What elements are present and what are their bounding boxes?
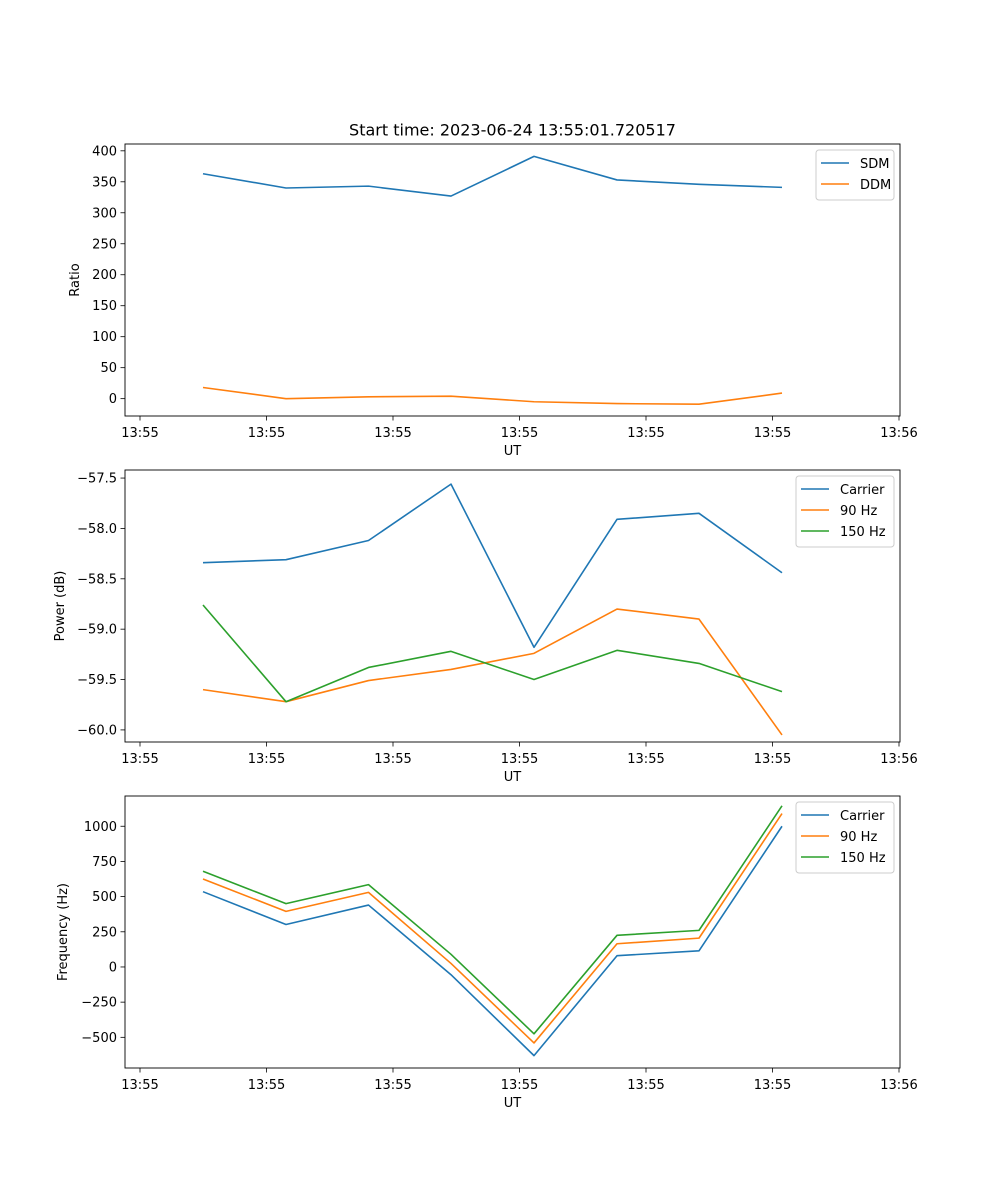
- x-tick-label: 13:55: [627, 426, 664, 441]
- x-tick-label: 13:55: [501, 1078, 538, 1093]
- series-line-carrier: [202, 825, 783, 1057]
- y-tick-label: 100: [92, 330, 117, 345]
- plot-frame: [124, 795, 901, 1069]
- y-tick-label: 500: [92, 890, 117, 905]
- y-tick-label: −250: [81, 996, 117, 1011]
- x-tick-label: 13:55: [754, 1078, 791, 1093]
- chart-panels: 0 50 100 150 200 250 300 350 400 13:55 13:55 13:55 1…: [53, 143, 918, 1111]
- y-axis-label: Frequency (Hz): [56, 883, 71, 981]
- series-line-carrier: [202, 483, 783, 649]
- series-line-sdm: [202, 155, 783, 197]
- y-tick-label: −58.5: [77, 572, 117, 587]
- y-tick-label: 250: [92, 237, 117, 252]
- x-tick-label: 13:56: [880, 1078, 917, 1093]
- y-tick-label: 150: [92, 299, 117, 314]
- y-tick-label: −59.0: [77, 623, 117, 638]
- legend-label: DDM: [860, 178, 891, 193]
- x-tick-label: 13:55: [501, 752, 538, 767]
- y-tick-label: 0: [109, 960, 117, 975]
- series-line-150-hz: [202, 805, 783, 1035]
- x-tick-label: 13:56: [880, 752, 917, 767]
- legend-label: Carrier: [840, 809, 885, 824]
- x-axis-label: UT: [504, 1096, 522, 1111]
- legend-label: 90 Hz: [840, 830, 877, 845]
- y-tick-label: −58.0: [77, 522, 117, 537]
- x-axis-label: UT: [504, 444, 522, 459]
- x-tick-label: 13:56: [880, 426, 917, 441]
- y-tick-label: 400: [92, 144, 117, 159]
- y-axis-label: Power (dB): [53, 571, 68, 642]
- y-tick-label: −59.5: [77, 673, 117, 688]
- x-tick-label: 13:55: [248, 752, 285, 767]
- x-tick-label: 13:55: [501, 426, 538, 441]
- legend-label: 90 Hz: [840, 504, 877, 519]
- figure-title: Start time: 2023-06-24 13:55:01.720517: [349, 121, 676, 140]
- x-tick-label: 13:55: [754, 426, 791, 441]
- x-tick-label: 13:55: [121, 752, 158, 767]
- y-axis-label: Ratio: [68, 263, 83, 296]
- series-line-ddm: [202, 386, 783, 406]
- legend-label: 150 Hz: [840, 851, 886, 866]
- legend-box: [795, 801, 895, 874]
- x-tick-label: 13:55: [627, 752, 664, 767]
- series-line-90-hz: [202, 608, 783, 736]
- y-tick-label: −57.5: [77, 472, 117, 487]
- legend-box: [795, 475, 895, 548]
- plot-frame: [124, 143, 901, 417]
- x-tick-label: 13:55: [754, 752, 791, 767]
- legend-label: SDM: [860, 157, 889, 172]
- series-line-90-hz: [202, 813, 783, 1044]
- y-tick-label: 750: [92, 855, 117, 870]
- x-tick-label: 13:55: [248, 426, 285, 441]
- x-tick-label: 13:55: [121, 1078, 158, 1093]
- x-tick-label: 13:55: [374, 426, 411, 441]
- plot-frame: [124, 469, 901, 743]
- y-tick-label: −500: [81, 1031, 117, 1046]
- x-tick-label: 13:55: [248, 1078, 285, 1093]
- y-tick-label: 50: [100, 361, 117, 376]
- y-tick-label: −60.0: [77, 723, 117, 738]
- y-tick-label: 0: [109, 392, 117, 407]
- y-tick-label: 250: [92, 925, 117, 940]
- x-tick-label: 13:55: [374, 752, 411, 767]
- series-line-150-hz: [202, 604, 783, 703]
- panel-2: −60.0 −59.5 −59.0 −58.5 −58.0 −57.5 13:55 13:55…: [53, 469, 918, 785]
- panel-1: 0 50 100 150 200 250 300 350 400 13:55 13:55 13:55 1…: [68, 143, 918, 459]
- legend: SDM DDM: [815, 149, 895, 201]
- x-axis-label: UT: [504, 770, 522, 785]
- x-tick-label: 13:55: [374, 1078, 411, 1093]
- y-tick-label: 350: [92, 175, 117, 190]
- legend: Carrier 90 Hz 150 Hz: [795, 475, 895, 548]
- legend: Carrier 90 Hz 150 Hz: [795, 801, 895, 874]
- y-tick-label: 200: [92, 268, 117, 283]
- y-tick-label: 300: [92, 206, 117, 221]
- panel-3: −500 −250 0 250 500 750 1000 13:55 13:55 13:55 13:…: [56, 795, 918, 1111]
- legend-label: 150 Hz: [840, 525, 886, 540]
- y-tick-label: 1000: [84, 820, 117, 835]
- legend-label: Carrier: [840, 483, 885, 498]
- x-tick-label: 13:55: [627, 1078, 664, 1093]
- x-tick-label: 13:55: [121, 426, 158, 441]
